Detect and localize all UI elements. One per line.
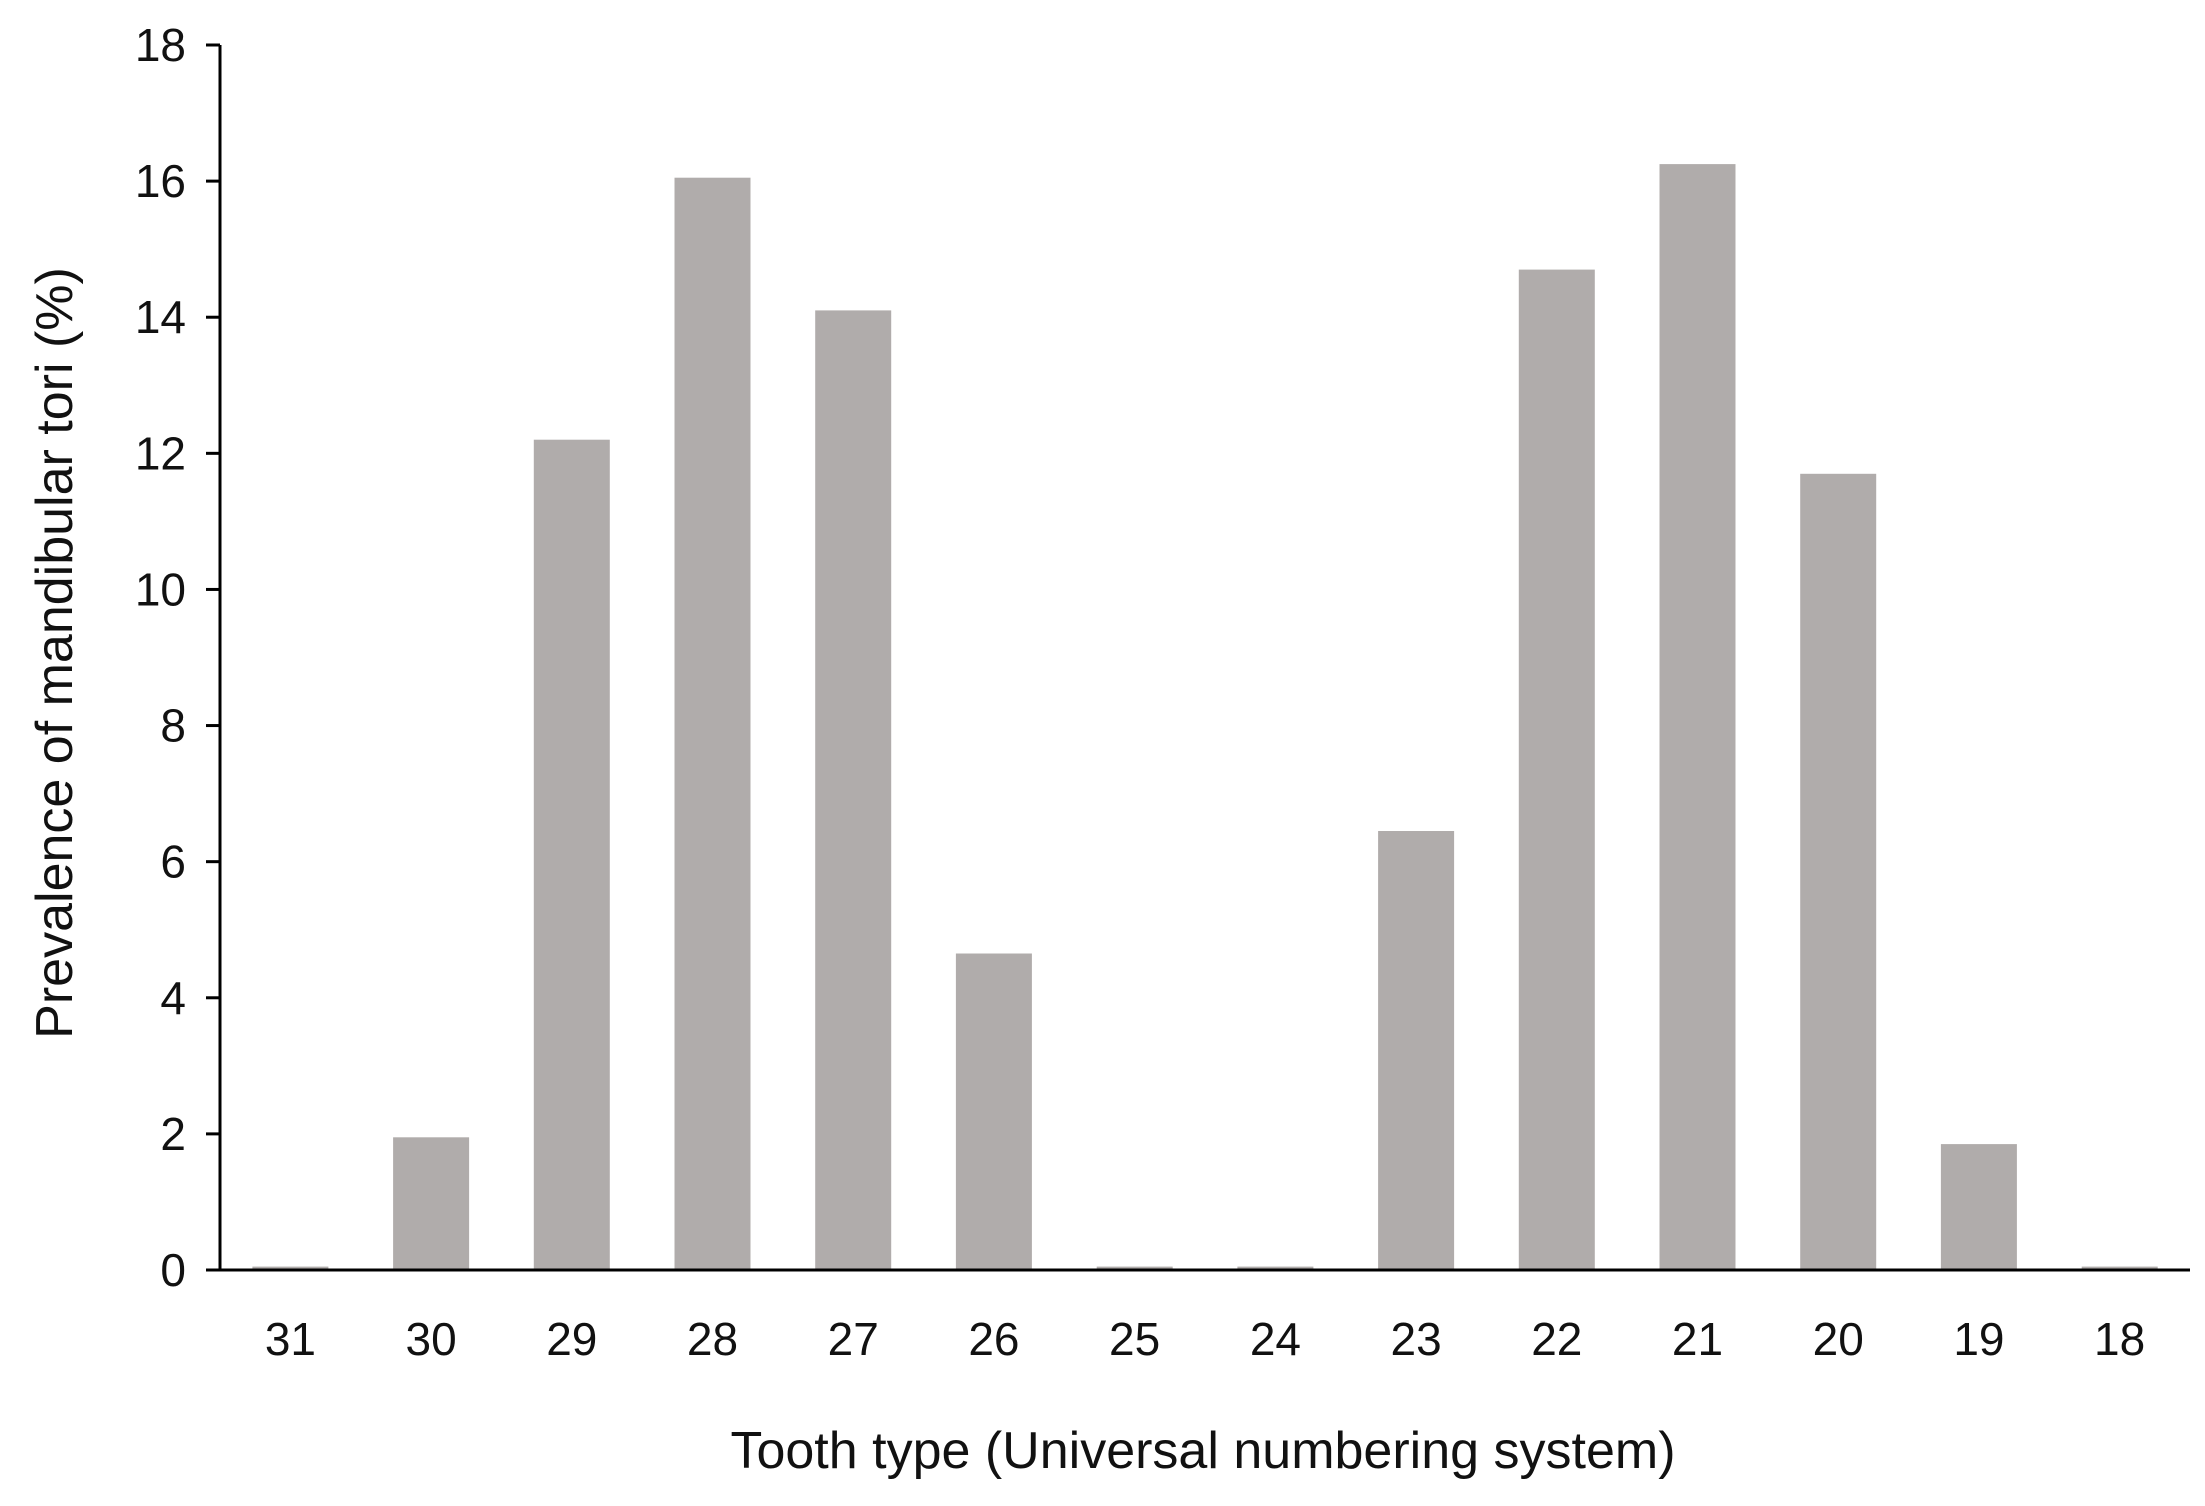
x-tick-label-23: 23 — [1391, 1313, 1442, 1365]
bar-27 — [815, 310, 892, 1270]
bar-21 — [1659, 164, 1736, 1271]
bar-26 — [955, 953, 1032, 1270]
y-tick-label-4: 4 — [160, 972, 186, 1024]
y-tick-label-0: 0 — [160, 1244, 186, 1296]
y-tick-label-12: 12 — [135, 427, 186, 479]
x-tick-label-31: 31 — [265, 1313, 316, 1365]
x-tick-label-26: 26 — [968, 1313, 1019, 1365]
x-tick-label-19: 19 — [1953, 1313, 2004, 1365]
bar-19 — [1940, 1144, 2017, 1270]
bar-24 — [1237, 1266, 1314, 1270]
x-tick-label-29: 29 — [546, 1313, 597, 1365]
y-tick-label-8: 8 — [160, 700, 186, 752]
bar-20 — [1800, 473, 1877, 1270]
bar-31 — [252, 1266, 329, 1270]
y-axis: 0 2 4 6 8 10 12 14 16 18 — [135, 19, 222, 1296]
y-tick-label-10: 10 — [135, 563, 186, 615]
bar-28 — [674, 177, 751, 1271]
y-tick-label-6: 6 — [160, 836, 186, 888]
y-tick-label-16: 16 — [135, 155, 186, 207]
x-axis-title: Tooth type (Universal numbering system) — [730, 1422, 1675, 1480]
x-tick-label-20: 20 — [1813, 1313, 1864, 1365]
bars-group — [252, 164, 2158, 1271]
x-tick-label-25: 25 — [1109, 1313, 1160, 1365]
x-tick-label-18: 18 — [2094, 1313, 2145, 1365]
bar-23 — [1378, 831, 1455, 1270]
y-tick-label-18: 18 — [135, 19, 186, 71]
x-tick-label-30: 30 — [406, 1313, 457, 1365]
bar-25 — [1096, 1266, 1173, 1270]
x-tick-label-22: 22 — [1531, 1313, 1582, 1365]
bar-30 — [393, 1137, 470, 1270]
x-tick-label-24: 24 — [1250, 1313, 1301, 1365]
bar-22 — [1518, 269, 1595, 1271]
x-tick-label-28: 28 — [687, 1313, 738, 1365]
x-tick-label-27: 27 — [828, 1313, 879, 1365]
bar-29 — [533, 439, 610, 1270]
y-axis-title: Prevalence of mandibular tori (%) — [26, 267, 84, 1039]
y-tick-label-2: 2 — [160, 1108, 186, 1160]
x-tick-label-21: 21 — [1672, 1313, 1723, 1365]
x-axis: 31 30 29 28 27 26 25 24 23 22 21 20 19 18 — [220, 1268, 2190, 1365]
y-tick-label-14: 14 — [135, 291, 186, 343]
bar-18 — [2081, 1266, 2158, 1270]
